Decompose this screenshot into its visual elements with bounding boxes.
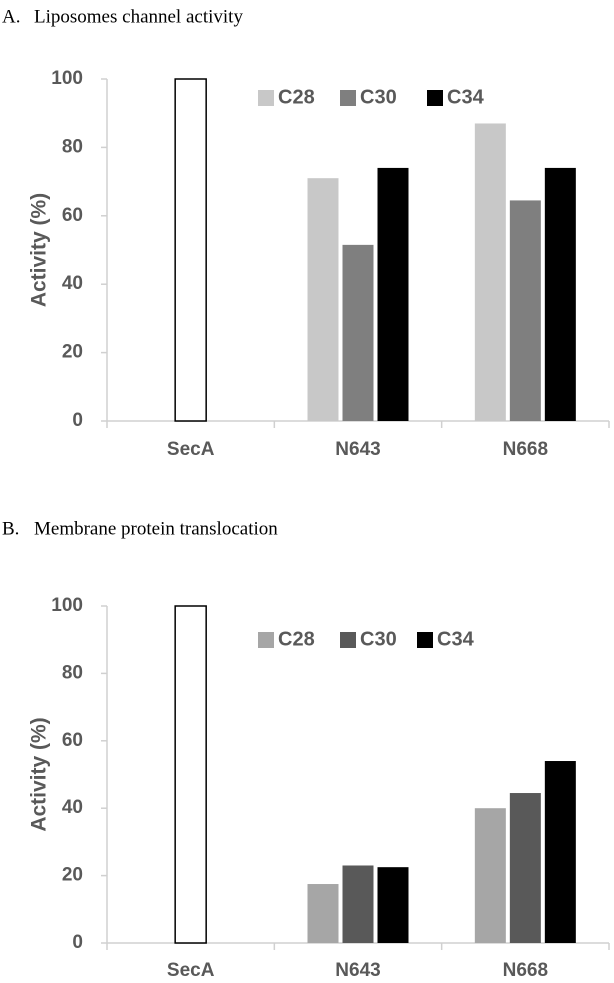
y-tick-label: 100	[51, 68, 83, 89]
panel-label: A.	[2, 6, 20, 27]
y-tick-label: 0	[72, 932, 83, 953]
chart-title: Liposomes channel activity	[34, 6, 243, 27]
category-label: N668	[503, 439, 548, 460]
bar-c34-n668	[544, 761, 576, 943]
bar-c34-n643	[377, 867, 409, 943]
legend-label-c34: C34	[437, 628, 475, 650]
y-axis-label: Activity (%)	[28, 717, 51, 831]
bar-seca-seca	[174, 605, 207, 944]
y-tick-label: 80	[62, 136, 83, 157]
category-label: N643	[335, 439, 380, 460]
bar-c34-n668	[544, 167, 576, 421]
category-label: N643	[335, 960, 380, 981]
bar-c30-n643	[342, 244, 374, 421]
chart-title: Membrane protein translocation	[34, 518, 278, 539]
y-tick-label: 60	[62, 730, 83, 751]
y-axis-label: Activity (%)	[28, 193, 51, 307]
legend-swatch-c28	[258, 632, 274, 648]
y-tick-label: 40	[62, 273, 83, 294]
bar-c28-n643	[307, 884, 339, 943]
y-tick-label: 60	[62, 205, 83, 226]
y-tick-label: 0	[72, 410, 83, 431]
legend-swatch-c30	[340, 632, 356, 648]
legend-swatch-c28	[258, 90, 274, 106]
category-label: SecA	[167, 439, 215, 460]
legend-label-c34: C34	[447, 86, 485, 108]
legend-swatch-c34	[417, 632, 433, 648]
chart-panel-b: B. Membrane protein translocation 0 20 40 60 8…	[2, 518, 610, 981]
bar-seca-seca	[174, 78, 207, 422]
bar-c30-n668	[509, 793, 541, 943]
y-tick-label: 20	[62, 865, 83, 886]
category-label: N668	[503, 960, 548, 981]
y-tick-label: 80	[62, 662, 83, 683]
legend-label-c30: C30	[360, 628, 397, 650]
bar-c28-n668	[474, 123, 506, 422]
y-tick-label: 20	[62, 342, 83, 363]
y-tick-label: 100	[51, 595, 83, 616]
bar-c34-n643	[377, 167, 409, 421]
bar-c30-n643	[342, 865, 374, 943]
bar-c28-n668	[474, 808, 506, 943]
y-tick-label: 40	[62, 797, 83, 818]
bar-c28-n643	[307, 178, 339, 421]
category-label: SecA	[167, 960, 215, 981]
legend-swatch-c34	[427, 90, 443, 106]
bar-c30-n668	[509, 200, 541, 421]
legend-label-c28: C28	[278, 628, 315, 650]
legend-label-c28: C28	[278, 86, 315, 108]
legend-swatch-c30	[340, 90, 356, 106]
chart-panel-a: A. Liposomes channel activity 0 20 40 60 80 100…	[2, 6, 610, 460]
panel-label: B.	[2, 518, 19, 539]
legend-label-c30: C30	[360, 86, 397, 108]
